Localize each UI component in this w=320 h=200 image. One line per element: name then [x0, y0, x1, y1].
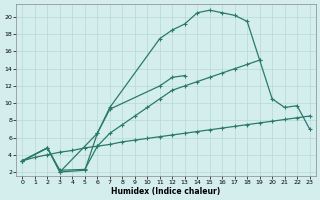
X-axis label: Humidex (Indice chaleur): Humidex (Indice chaleur) [111, 187, 221, 196]
